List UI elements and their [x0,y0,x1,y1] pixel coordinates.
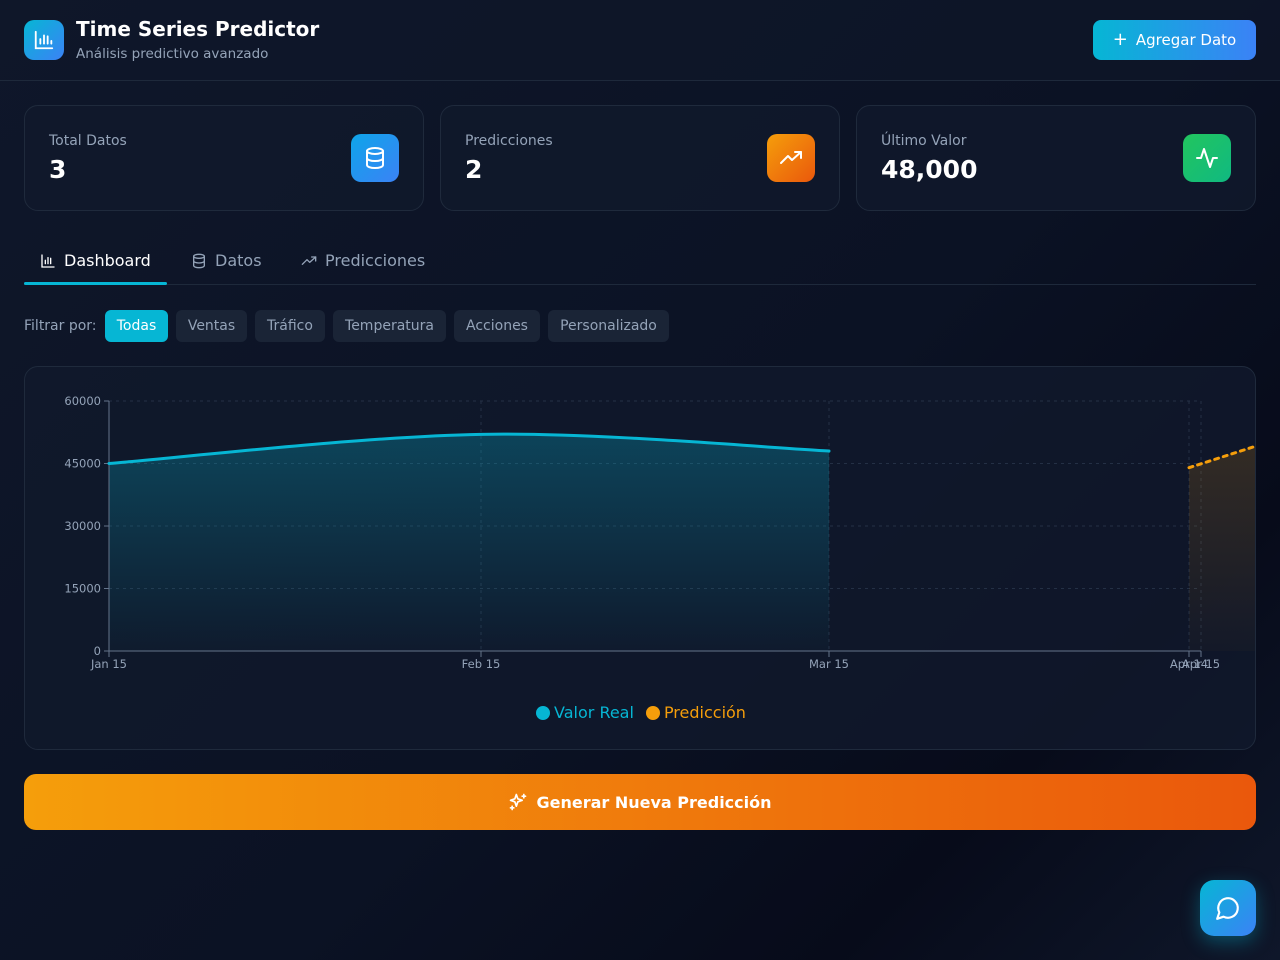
series-line-prediction [1187,444,1255,470]
filter-chip-traffic[interactable]: Tráfico [255,310,325,342]
time-series-chart: 0 15000 30000 45000 60000 Jan 15 Feb 15 Mar 15 A… [64,394,1255,671]
legend-label: Valor Real [554,703,634,722]
x-tick-label: Mar 15 [809,657,849,671]
y-tick-label: 45000 [64,457,101,471]
filter-chip-stocks[interactable]: Acciones [454,310,540,342]
tab-label: Dashboard [64,251,151,270]
app-title: Time Series Predictor [76,17,320,41]
trending-up-icon [767,134,815,182]
tab-data[interactable]: Datos [191,236,262,285]
bar-chart-icon [24,20,64,60]
generate-prediction-button[interactable]: Generar Nueva Predicción [24,774,1256,830]
tab-predictions[interactable]: Predicciones [301,236,425,285]
filter-chip-custom[interactable]: Personalizado [548,310,669,342]
y-tick-label: 60000 [64,394,101,408]
tab-bar: Dashboard Datos Predicciones [24,236,1256,285]
series-line-real [107,432,831,465]
x-tick-label: Feb 15 [462,657,501,671]
legend-swatch [645,705,660,720]
app-subtitle: Análisis predictivo avanzado [76,46,269,62]
stat-label: Total Datos [49,133,127,149]
database-icon [193,253,205,268]
stat-label: Predicciones [465,133,553,149]
active-tab-indicator [24,282,167,285]
legend-item-real[interactable]: Valor Real [536,703,634,722]
add-data-label: Agregar Dato [1135,31,1237,49]
stat-value: 2 [465,155,483,184]
legend-swatch [536,705,551,720]
bar-chart-icon [41,253,55,268]
chart-panel: 0 15000 30000 45000 60000 Jan 15 Feb 15 Mar 15 A… [24,366,1256,750]
filter-label: Filtrar por: [24,318,97,334]
filter-chip-all[interactable]: Todas [105,310,168,342]
stat-card-last-value: Último Valor 48,000 [856,105,1256,211]
activity-icon [1183,134,1231,182]
add-data-button[interactable]: + Agregar Dato [1093,20,1256,60]
plus-icon: + [1112,29,1128,50]
tab-label: Predicciones [325,251,426,270]
filter-chip-temperature[interactable]: Temperatura [333,310,446,342]
x-tick-label: Jan 15 [90,657,127,671]
stat-value: 3 [49,155,67,184]
series-area-real [109,434,829,651]
trending-up-icon [301,255,317,265]
tab-dashboard[interactable]: Dashboard [40,236,151,285]
series-area-prediction [1189,446,1255,651]
y-tick-label: 30000 [64,519,101,533]
stat-value: 48,000 [881,155,978,184]
legend-label: Predicción [663,703,746,722]
generate-prediction-label: Generar Nueva Predicción [536,792,772,812]
x-tick-label: Apr 14 [1170,657,1208,671]
tab-label: Datos [215,251,262,270]
legend-item-prediction[interactable]: Predicción [645,703,746,722]
chat-button[interactable] [1200,880,1256,936]
filter-chip-sales[interactable]: Ventas [176,310,247,342]
chart-legend: Valor Real Predicción [25,703,1255,722]
x-tick-label: Apr 15 [1182,657,1220,671]
app-header: Time Series Predictor Análisis predictiv… [0,0,1280,81]
y-tick-label: 0 [94,644,101,658]
sparkles-icon [510,793,527,811]
y-tick-label: 15000 [64,582,101,596]
stat-card-total-data: Total Datos 3 [24,105,424,211]
stat-card-predictions: Predicciones 2 [440,105,840,211]
stat-label: Último Valor [881,133,967,149]
message-circle-icon [1216,897,1239,920]
database-icon [351,134,399,182]
